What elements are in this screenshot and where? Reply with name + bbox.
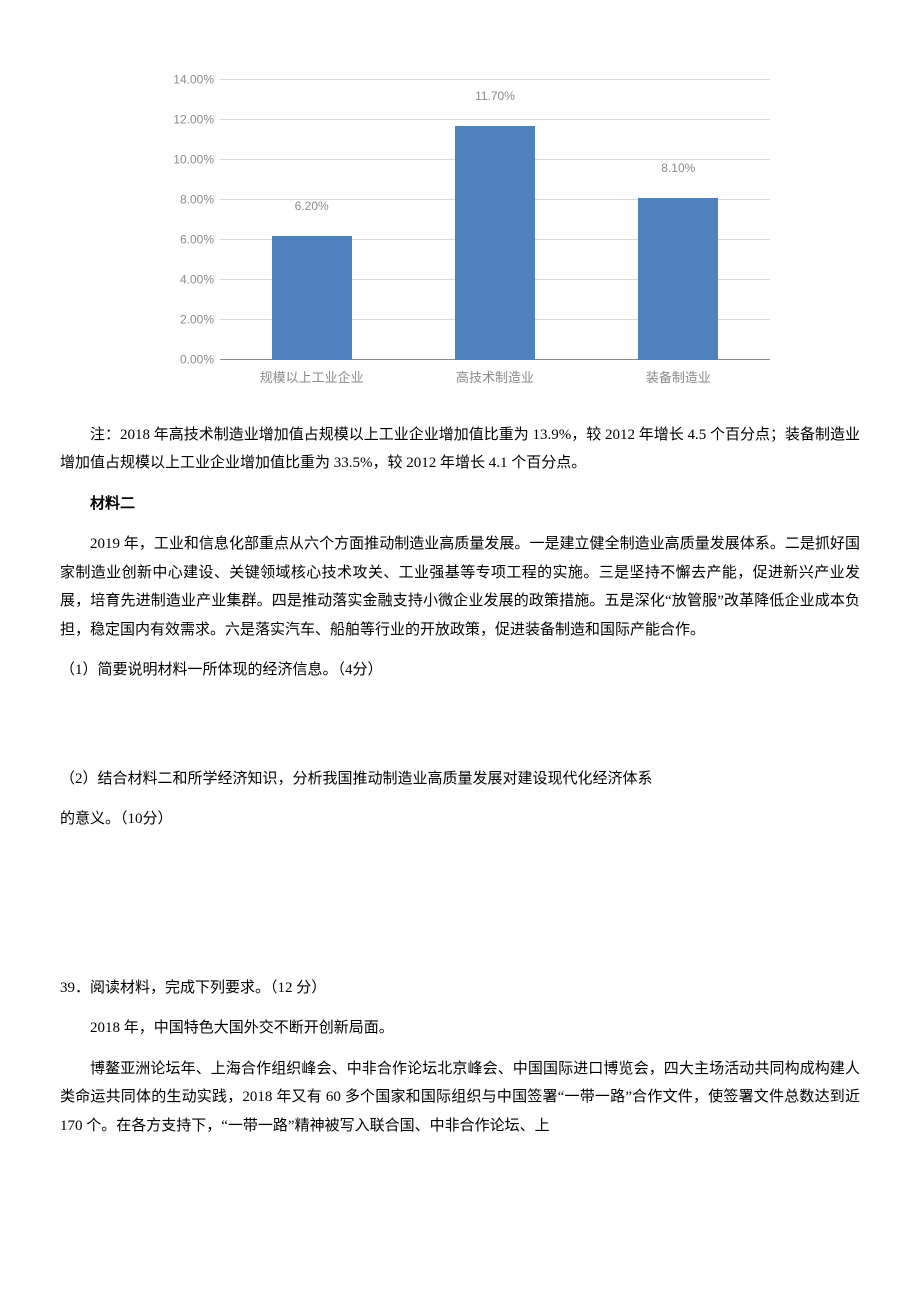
bar-value-label: 6.20% xyxy=(295,195,329,218)
y-tick-label: 4.00% xyxy=(180,269,214,292)
question-2-line2: 的意义。（10分） xyxy=(60,805,860,834)
bar xyxy=(272,236,352,360)
chart-plot-area: 14.00%12.00%10.00%8.00%6.00%4.00%2.00%0.… xyxy=(150,80,770,360)
chart-note-text: 注：2018 年高技术制造业增加值占规模以上工业企业增加值比重为 13.9%，较… xyxy=(60,421,860,478)
y-tick-label: 6.00% xyxy=(180,229,214,252)
question-39-heading: 39．阅读材料，完成下列要求。（12 分） xyxy=(60,974,860,1003)
industry-bar-chart: 14.00%12.00%10.00%8.00%6.00%4.00%2.00%0.… xyxy=(150,80,770,391)
x-axis-label: 规模以上工业企业 xyxy=(220,366,403,391)
question-39-para-2: 博鳌亚洲论坛年、上海合作组织峰会、中非合作论坛北京峰会、中国国际进口博览会，四大… xyxy=(60,1055,860,1141)
bars-row: 6.20% 11.70% 8.10% xyxy=(220,80,770,360)
material-2-paragraph: 2019 年，工业和信息化部重点从六个方面推动制造业高质量发展。一是建立健全制造… xyxy=(60,530,860,644)
y-tick-label: 0.00% xyxy=(180,349,214,372)
y-tick-label: 14.00% xyxy=(173,69,214,92)
bar xyxy=(455,126,535,360)
bar xyxy=(638,198,718,360)
bar-slot: 8.10% xyxy=(587,198,770,360)
bar-slot: 11.70% xyxy=(403,126,586,360)
y-tick-label: 2.00% xyxy=(180,309,214,332)
y-tick-label: 8.00% xyxy=(180,189,214,212)
x-axis-label: 装备制造业 xyxy=(587,366,770,391)
x-axis-label: 高技术制造业 xyxy=(403,366,586,391)
heading-material-2: 材料二 xyxy=(60,490,860,519)
y-tick-label: 10.00% xyxy=(173,149,214,172)
y-axis-labels: 14.00%12.00%10.00%8.00%6.00%4.00%2.00%0.… xyxy=(150,80,220,360)
bar-value-label: 8.10% xyxy=(661,157,695,180)
plot-region: 6.20% 11.70% 8.10% xyxy=(220,80,770,360)
question-39-para-1: 2018 年，中国特色大国外交不断开创新局面。 xyxy=(60,1014,860,1043)
bar-slot: 6.20% xyxy=(220,236,403,360)
y-tick-label: 12.00% xyxy=(173,109,214,132)
question-2-line1: （2）结合材料二和所学经济知识，分析我国推动制造业高质量发展对建设现代化经济体系 xyxy=(60,765,860,794)
bar-value-label: 11.70% xyxy=(475,85,515,108)
question-1-text: （1）简要说明材料一所体现的经济信息。（4分） xyxy=(60,656,860,685)
x-axis-labels: 规模以上工业企业 高技术制造业 装备制造业 xyxy=(220,366,770,391)
